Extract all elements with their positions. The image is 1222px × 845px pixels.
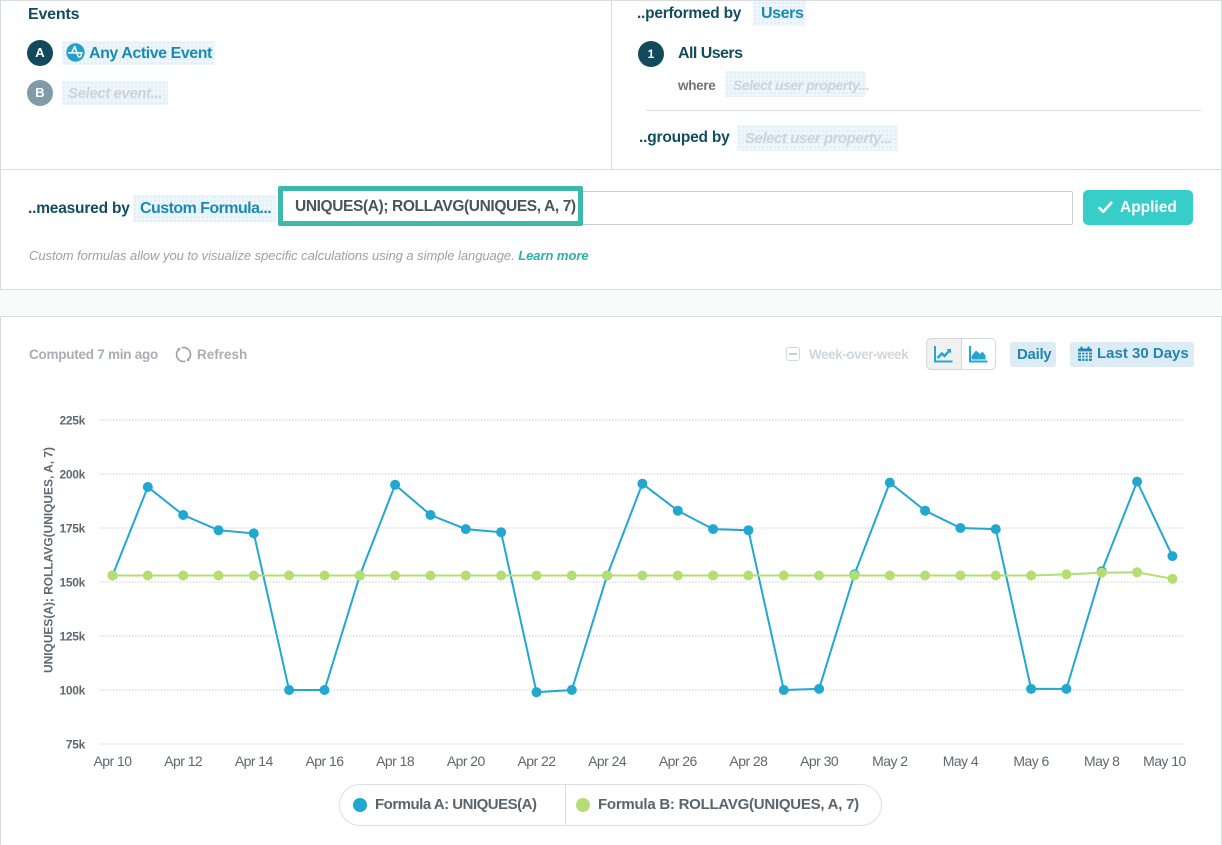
svg-text:200k: 200k — [60, 468, 86, 482]
svg-text:225k: 225k — [60, 414, 86, 428]
svg-text:Apr 10: Apr 10 — [94, 753, 133, 769]
svg-text:Apr 14: Apr 14 — [235, 753, 274, 769]
svg-text:100k: 100k — [60, 684, 86, 698]
svg-text:Apr 22: Apr 22 — [518, 753, 557, 769]
svg-text:150k: 150k — [60, 576, 86, 590]
svg-text:May 2: May 2 — [872, 753, 908, 769]
svg-text:Apr 28: Apr 28 — [729, 753, 768, 769]
svg-text:Apr 24: Apr 24 — [588, 753, 627, 769]
svg-text:UNIQUES(A); ROLLAVG(UNIQUES, A: UNIQUES(A); ROLLAVG(UNIQUES, A, 7) — [42, 447, 56, 673]
svg-text:May 10: May 10 — [1143, 753, 1186, 769]
svg-text:175k: 175k — [60, 522, 86, 536]
svg-text:Apr 18: Apr 18 — [376, 753, 415, 769]
svg-text:May 4: May 4 — [943, 753, 979, 769]
svg-text:Apr 26: Apr 26 — [659, 753, 698, 769]
svg-text:125k: 125k — [60, 630, 86, 644]
svg-text:Apr 12: Apr 12 — [164, 753, 203, 769]
svg-text:75k: 75k — [66, 738, 86, 752]
svg-text:May 6: May 6 — [1013, 753, 1049, 769]
svg-text:Apr 16: Apr 16 — [306, 753, 345, 769]
svg-text:Apr 20: Apr 20 — [447, 753, 486, 769]
svg-text:Apr 30: Apr 30 — [800, 753, 839, 769]
svg-text:May 8: May 8 — [1084, 753, 1120, 769]
